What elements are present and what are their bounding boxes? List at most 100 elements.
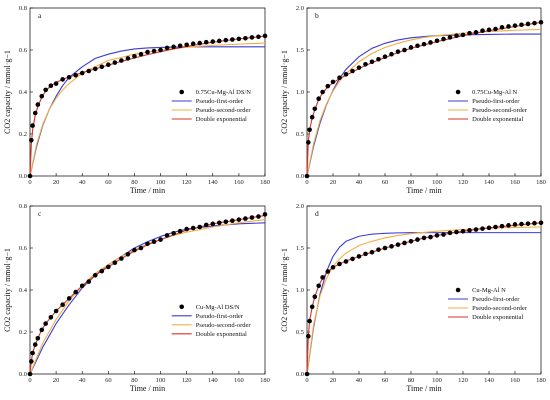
data-point bbox=[434, 38, 440, 44]
data-point bbox=[35, 102, 41, 107]
data-point bbox=[421, 235, 427, 241]
data-point bbox=[337, 75, 342, 81]
data-point bbox=[307, 127, 312, 133]
data-point bbox=[309, 114, 315, 120]
data-point bbox=[467, 228, 472, 233]
data-point bbox=[106, 264, 111, 270]
data-point bbox=[428, 40, 433, 45]
legend-label: Pseudo-second-order bbox=[472, 305, 528, 312]
data-point bbox=[132, 54, 137, 59]
data-point bbox=[304, 371, 310, 377]
data-point bbox=[151, 239, 157, 244]
plot-frame bbox=[306, 205, 542, 375]
y-tick-label: 0.0 bbox=[296, 173, 304, 180]
data-point bbox=[486, 225, 492, 231]
data-point bbox=[92, 66, 98, 72]
data-point bbox=[363, 251, 368, 257]
data-point bbox=[376, 247, 381, 252]
y-tick-label: 0.5 bbox=[296, 131, 304, 138]
data-point bbox=[369, 249, 375, 255]
data-point bbox=[73, 72, 78, 78]
y-tick-label: 2.0 bbox=[296, 203, 304, 210]
data-point bbox=[441, 232, 446, 237]
data-point bbox=[447, 35, 453, 40]
series-line-pseudo-second-order bbox=[306, 226, 542, 375]
data-point bbox=[493, 224, 498, 230]
data-point bbox=[473, 30, 479, 35]
data-point bbox=[320, 275, 325, 280]
data-point bbox=[343, 259, 349, 264]
x-tick-label: 80 bbox=[131, 179, 138, 186]
data-point bbox=[210, 39, 216, 44]
data-point bbox=[66, 296, 72, 301]
x-axis-title: Time / min bbox=[130, 186, 165, 195]
data-point bbox=[519, 22, 524, 28]
chart-panel-d: 0 20 40 60 80 100 120 140 160 180 0.0 0.5 1.0 1.5 2.0 T… bbox=[280, 203, 546, 393]
x-tick-label: 0 bbox=[28, 179, 31, 186]
x-tick-label: 180 bbox=[536, 377, 546, 384]
data-point bbox=[408, 238, 414, 244]
data-point bbox=[256, 214, 261, 219]
x-tick-label: 60 bbox=[382, 179, 389, 186]
data-point bbox=[197, 224, 203, 230]
data-point bbox=[262, 212, 268, 217]
legend-label: Pseudo-first-order bbox=[472, 296, 520, 303]
data-point bbox=[125, 252, 131, 257]
x-tick-label: 180 bbox=[536, 179, 546, 186]
data-point bbox=[512, 222, 518, 227]
data-point bbox=[249, 35, 255, 40]
y-tick-label: 1.5 bbox=[296, 47, 304, 54]
y-tick-label: 0.8 bbox=[19, 203, 27, 210]
data-point bbox=[467, 30, 472, 36]
series-line-double-exponential bbox=[29, 214, 266, 375]
data-point bbox=[145, 49, 150, 55]
legend-label: Double exponential bbox=[196, 116, 247, 123]
data-point bbox=[395, 49, 401, 54]
data-point bbox=[145, 241, 150, 247]
data-point bbox=[35, 336, 41, 341]
data-point bbox=[421, 41, 427, 47]
data-point bbox=[249, 215, 255, 220]
panel-letter: c bbox=[38, 209, 42, 218]
legend-label: Double exponential bbox=[196, 331, 247, 338]
legend-label: Cu-Mg-Al N bbox=[472, 287, 506, 294]
legend-label: Pseudo-second-order bbox=[196, 107, 252, 114]
x-tick-label: 140 bbox=[208, 377, 218, 384]
data-point bbox=[262, 33, 268, 39]
data-point bbox=[343, 72, 349, 77]
x-tick-label: 60 bbox=[105, 377, 112, 384]
y-tick-label: 0.2 bbox=[19, 131, 27, 138]
data-point bbox=[177, 43, 183, 49]
data-point bbox=[316, 96, 322, 102]
data-point bbox=[356, 65, 362, 70]
data-point bbox=[32, 342, 38, 347]
data-point bbox=[171, 44, 176, 50]
x-tick-label: 40 bbox=[79, 377, 86, 384]
x-tick-label: 160 bbox=[234, 179, 244, 186]
data-point bbox=[30, 350, 35, 356]
data-point bbox=[119, 58, 124, 63]
legend-label: 0.75Cu-Mg-Al N bbox=[472, 89, 517, 96]
data-point bbox=[164, 45, 170, 51]
y-tick-label: 0.4 bbox=[19, 89, 28, 96]
legend-label: Pseudo-second-order bbox=[472, 107, 528, 114]
data-point bbox=[158, 237, 163, 242]
x-tick-label: 20 bbox=[330, 179, 337, 186]
x-tick-label: 140 bbox=[208, 179, 218, 186]
data-point bbox=[330, 265, 336, 270]
data-point bbox=[236, 36, 242, 42]
panel-letter: b bbox=[315, 11, 319, 20]
data-point bbox=[138, 51, 144, 57]
x-tick-label: 140 bbox=[484, 179, 494, 186]
data-point bbox=[138, 245, 144, 251]
legend-label: 0.75Cu-Mg-Al DS/N bbox=[196, 89, 252, 96]
data-point bbox=[532, 20, 537, 26]
data-point bbox=[184, 226, 189, 232]
data-point bbox=[306, 333, 311, 339]
data-point bbox=[230, 218, 235, 223]
data-point bbox=[325, 83, 331, 89]
data-point bbox=[29, 138, 34, 143]
legend-marker bbox=[455, 89, 461, 95]
y-tick-label: 0.0 bbox=[19, 371, 27, 378]
